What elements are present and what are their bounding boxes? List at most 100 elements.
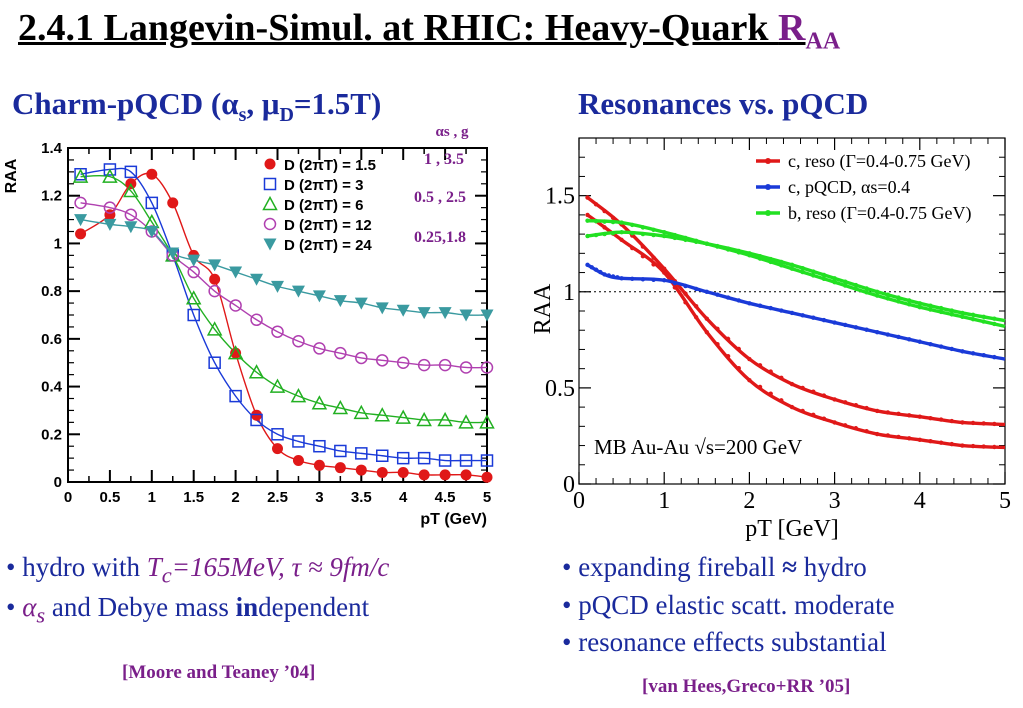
- data-point: [602, 225, 607, 230]
- data-point: [672, 285, 678, 290]
- x-tick-label: 0.5: [99, 489, 120, 506]
- data-point: [438, 454, 452, 467]
- data-point: [459, 454, 473, 467]
- data-point: [229, 266, 243, 279]
- data-point: [747, 301, 752, 306]
- data-point: [693, 286, 699, 292]
- data-point: [715, 341, 720, 347]
- data-point: [227, 345, 244, 360]
- data-point: [811, 269, 816, 274]
- data-point: [610, 219, 616, 225]
- data-point: [928, 439, 933, 444]
- data-point: [615, 275, 620, 280]
- right-bullet-2: • pQCD elastic scatt. moderate: [562, 590, 895, 620]
- y-tick-label: 0: [54, 474, 62, 491]
- data-point: [355, 447, 368, 460]
- data-point: [938, 344, 944, 349]
- x-tick-label: 4.5: [435, 489, 456, 506]
- data-point: [843, 400, 848, 405]
- data-point: [593, 267, 599, 272]
- data-point: [800, 313, 805, 318]
- data-point: [736, 248, 741, 254]
- data-point: [704, 316, 709, 321]
- param-header: αs , g: [435, 124, 469, 140]
- data-point: [779, 259, 784, 265]
- data-point: [875, 431, 880, 437]
- data-point: [960, 443, 965, 448]
- data-point: [736, 346, 741, 352]
- data-point: [683, 300, 688, 305]
- data-point: [334, 346, 347, 360]
- y-tick-label: 0.6: [41, 331, 62, 348]
- data-point: [103, 163, 117, 176]
- right-bullet-1-approx: ≈: [782, 552, 797, 582]
- data-point: [853, 426, 859, 431]
- data-point: [917, 437, 922, 442]
- data-point: [789, 381, 795, 387]
- left-bullet-1-tc: Tc=165MeV, τ ≈ 9fm/c: [147, 552, 390, 587]
- data-point: [875, 289, 880, 294]
- left-heading-alpha-sub: s: [238, 104, 247, 127]
- data-point: [832, 397, 837, 402]
- data-point: [992, 321, 997, 327]
- x-tick-label: 1.5: [183, 489, 204, 506]
- legend-label: c, pQCD, αs=0.4: [788, 177, 910, 197]
- data-point: [313, 439, 326, 453]
- x-tick-label: 2: [231, 489, 239, 506]
- data-point: [896, 434, 901, 440]
- y-tick-label: 0.2: [41, 426, 62, 443]
- data-point: [640, 244, 646, 249]
- data-point: [481, 471, 493, 483]
- x-tick-label: 4: [914, 488, 926, 514]
- data-point: [992, 444, 997, 450]
- x-tick-label: 0: [64, 489, 72, 506]
- data-point: [74, 214, 88, 227]
- data-point: [103, 218, 117, 231]
- data-point: [602, 272, 607, 277]
- data-point: [651, 232, 656, 238]
- data-point: [864, 405, 869, 411]
- data-point: [102, 168, 118, 183]
- left-bullet-2-alpha: αs: [22, 592, 45, 627]
- data-point: [124, 221, 138, 234]
- data-point: [292, 435, 305, 448]
- data-point: [187, 308, 200, 322]
- slide-title-raa-letter: R: [778, 7, 806, 49]
- data-point: [418, 469, 430, 481]
- data-point: [593, 202, 599, 207]
- data-point: [124, 165, 138, 179]
- left-bullet-2-alpha-sub: s: [36, 602, 46, 628]
- data-point: [640, 254, 646, 259]
- data-point: [885, 332, 891, 337]
- data-point: [906, 413, 912, 418]
- data-point: [395, 409, 411, 424]
- left-bullet-2-a: •: [6, 592, 23, 622]
- data-point: [853, 282, 859, 288]
- data-point: [938, 440, 944, 445]
- slide-title: 2.4.1 Langevin-Simul. at RHIC: Heavy-Qua…: [18, 6, 840, 56]
- x-tick-label: 3: [829, 488, 841, 514]
- data-point: [585, 212, 590, 218]
- data-point: [585, 262, 590, 268]
- data-point: [875, 329, 880, 335]
- data-point: [651, 262, 656, 267]
- data-point: [779, 375, 784, 380]
- x-axis-label: pT (GeV): [420, 511, 487, 528]
- data-point: [832, 320, 837, 325]
- y-tick-label: 1.2: [41, 188, 62, 205]
- data-point: [789, 266, 795, 271]
- data-point: [970, 316, 976, 322]
- data-point: [208, 284, 221, 298]
- right-chart: 0 1 2 3 4 5 0 0.5 1 1.5 RAA pT [GeV] MB Au-Au √s=200…: [530, 137, 1011, 542]
- data-point: [896, 299, 901, 304]
- data-point: [747, 251, 752, 256]
- data-point: [981, 314, 986, 319]
- legend-marker: [765, 158, 771, 164]
- data-point: [843, 279, 848, 284]
- data-point: [715, 326, 720, 331]
- data-point: [757, 363, 763, 368]
- right-bullet-1-a: • expanding fireball: [562, 552, 783, 582]
- left-bullet-2-alpha-letter: α: [22, 592, 37, 622]
- data-point: [376, 449, 389, 463]
- data-point: [272, 443, 283, 455]
